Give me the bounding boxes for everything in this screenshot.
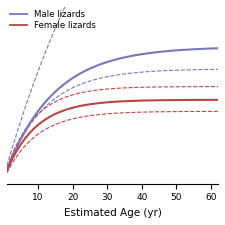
Legend: Male lizards, Female lizards: Male lizards, Female lizards — [9, 9, 96, 31]
X-axis label: Estimated Age (yr): Estimated Age (yr) — [63, 208, 161, 218]
